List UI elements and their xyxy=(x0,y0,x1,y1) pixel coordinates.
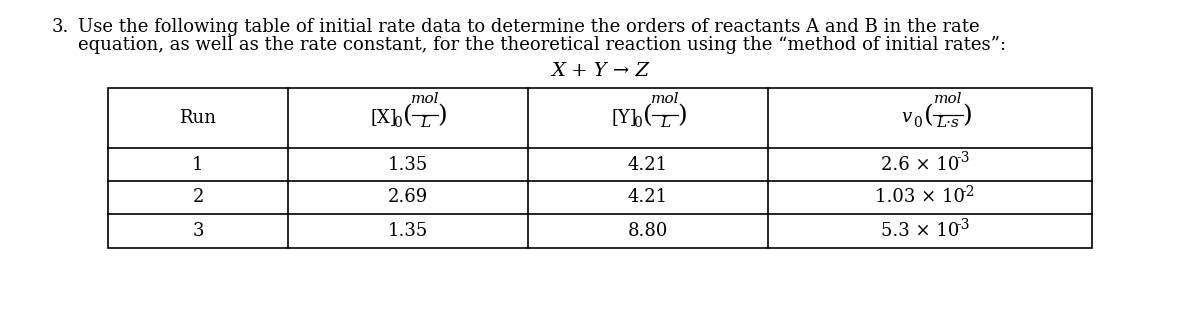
Text: 0: 0 xyxy=(634,116,642,130)
Text: X + Y → Z: X + Y → Z xyxy=(551,62,649,80)
Text: (: ( xyxy=(403,105,413,127)
Text: 2.6 × 10: 2.6 × 10 xyxy=(881,156,959,173)
Text: [Y]: [Y] xyxy=(611,108,637,126)
Text: 4.21: 4.21 xyxy=(628,156,668,173)
Text: v: v xyxy=(901,108,911,126)
Text: 3.: 3. xyxy=(52,18,70,36)
Text: L·s: L·s xyxy=(936,116,960,130)
Text: [X]: [X] xyxy=(371,108,397,126)
Text: 1.35: 1.35 xyxy=(388,222,428,240)
Text: 0: 0 xyxy=(394,116,402,130)
Text: ): ) xyxy=(677,105,686,127)
Text: 1: 1 xyxy=(192,156,204,173)
Text: Run: Run xyxy=(180,109,216,127)
Text: (: ( xyxy=(924,105,934,127)
Text: 1.03 × 10: 1.03 × 10 xyxy=(875,188,965,206)
Text: 8.80: 8.80 xyxy=(628,222,668,240)
Text: 0: 0 xyxy=(913,116,922,130)
Text: ): ) xyxy=(437,105,446,127)
Text: -3: -3 xyxy=(956,152,971,166)
Text: 2.69: 2.69 xyxy=(388,188,428,206)
Text: ): ) xyxy=(962,105,972,127)
Text: L: L xyxy=(420,116,430,130)
Text: 4.21: 4.21 xyxy=(628,188,668,206)
Bar xyxy=(108,88,1092,248)
Text: equation, as well as the rate constant, for the theoretical reaction using the “: equation, as well as the rate constant, … xyxy=(78,36,1006,54)
Text: L: L xyxy=(660,116,670,130)
Text: -3: -3 xyxy=(956,218,971,232)
Text: 2: 2 xyxy=(192,188,204,206)
Text: 5.3 × 10: 5.3 × 10 xyxy=(881,222,959,240)
Text: -2: -2 xyxy=(961,185,974,199)
Text: mol: mol xyxy=(410,92,439,106)
Text: Use the following table of initial rate data to determine the orders of reactant: Use the following table of initial rate … xyxy=(78,18,979,36)
Text: 1.35: 1.35 xyxy=(388,156,428,173)
Text: mol: mol xyxy=(934,92,962,106)
Text: (: ( xyxy=(643,105,653,127)
Text: mol: mol xyxy=(650,92,679,106)
Text: 3: 3 xyxy=(192,222,204,240)
